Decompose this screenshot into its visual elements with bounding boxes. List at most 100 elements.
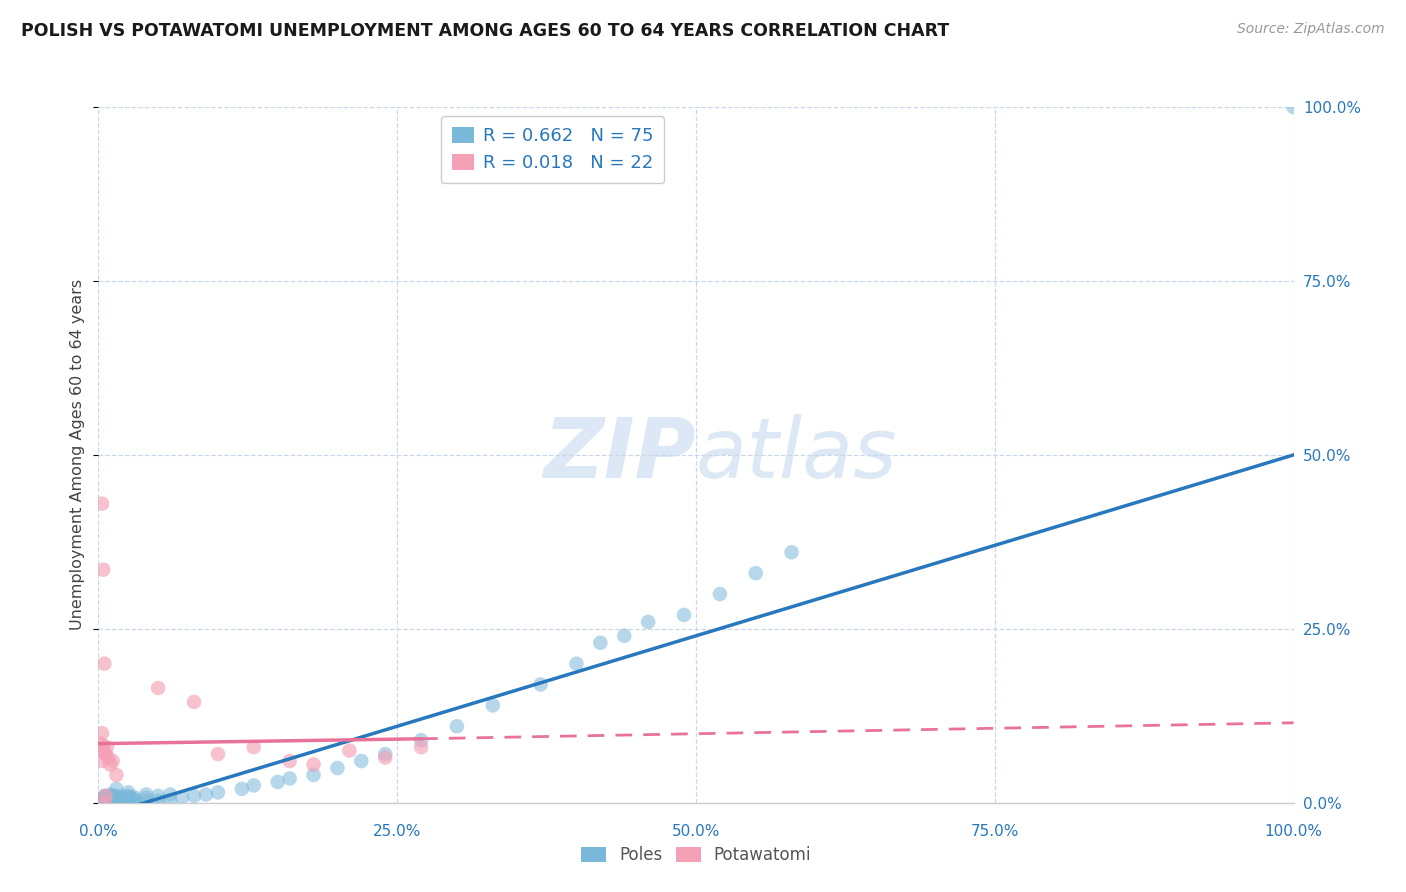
Point [101,754,124,768]
Point [111,793,134,807]
Point [148,789,170,803]
Point [93,792,115,806]
Point [93,791,115,805]
Point [93,794,115,808]
Point [124,796,146,810]
Point [111,791,134,805]
Point [117,792,139,806]
Y-axis label: Unemployment Among Ages 60 to 64 years: Unemployment Among Ages 60 to 64 years [70,279,86,631]
Point [194,788,218,802]
Point [481,698,505,713]
Point [98,794,122,808]
Point [98,757,122,772]
Point [135,788,157,802]
Point [98,793,122,807]
Point [411,740,433,755]
Point [135,794,157,808]
Point [159,793,181,807]
Point [339,744,360,758]
Point [326,761,349,775]
Point [94,792,117,806]
Point [93,789,115,803]
Point [93,791,115,805]
Point [1282,100,1305,114]
Point [98,791,122,805]
Point [613,629,636,643]
Point [105,789,128,803]
Point [172,790,194,805]
Point [97,790,120,805]
Point [111,789,134,804]
Point [709,587,731,601]
Point [93,790,115,805]
Point [411,733,433,747]
Point [745,566,768,581]
Point [93,794,115,808]
Point [124,793,146,807]
Point [94,747,117,761]
Point [117,796,139,810]
Point [105,768,128,782]
Point [243,778,266,792]
Point [374,747,396,761]
Point [91,497,114,511]
Point [117,789,139,803]
Point [96,740,118,755]
Point [207,785,229,799]
Text: 25.0%: 25.0% [373,823,422,838]
Point [148,794,170,808]
Point [93,796,115,810]
Point [105,790,128,805]
Point [94,789,117,803]
Point [589,636,612,650]
Point [111,796,134,810]
Point [117,785,139,799]
Point [111,794,134,808]
Point [117,790,139,805]
Point [529,677,551,691]
Point [243,740,266,755]
Text: 50.0%: 50.0% [672,823,720,838]
Point [98,789,122,803]
Point [105,794,128,808]
Point [93,657,115,671]
Point [780,545,803,559]
Text: atlas: atlas [696,415,897,495]
Point [93,796,115,810]
Point [93,793,115,807]
Text: ZIP: ZIP [543,415,696,495]
Point [183,789,205,803]
Point [278,772,301,786]
Point [267,775,290,789]
Point [98,796,122,810]
Point [302,768,325,782]
Point [231,781,253,796]
Point [105,781,128,796]
Point [91,740,114,755]
Point [98,794,122,808]
Point [105,792,128,806]
Text: POLISH VS POTAWATOMI UNEMPLOYMENT AMONG AGES 60 TO 64 YEARS CORRELATION CHART: POLISH VS POTAWATOMI UNEMPLOYMENT AMONG … [21,22,949,40]
Point [637,615,659,629]
Text: 0.0%: 0.0% [79,823,118,838]
Point [91,754,114,768]
Point [124,790,146,805]
Text: Source: ZipAtlas.com: Source: ZipAtlas.com [1237,22,1385,37]
Point [207,747,229,761]
Point [91,726,114,740]
Point [98,788,122,802]
Point [124,792,146,806]
Point [105,796,128,810]
Point [135,791,157,805]
Point [91,744,114,758]
Point [159,788,181,802]
Point [374,750,396,764]
Point [93,796,115,810]
Point [98,790,122,805]
Text: 100.0%: 100.0% [1264,823,1323,838]
Point [97,750,120,764]
Point [350,754,373,768]
Point [302,757,325,772]
Legend: Poles, Potawatomi: Poles, Potawatomi [574,839,818,871]
Text: 75.0%: 75.0% [970,823,1019,838]
